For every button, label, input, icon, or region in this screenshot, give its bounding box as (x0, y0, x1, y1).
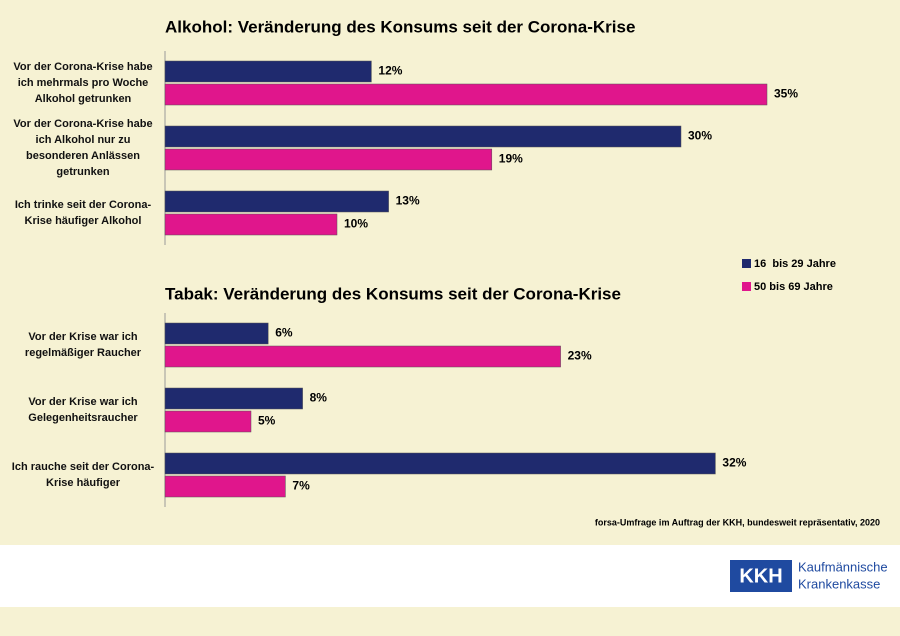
logo-box (730, 560, 792, 592)
logo-text: Krankenkasse (798, 576, 880, 591)
chart-title: Alkohol: Veränderung des Konsums seit de… (165, 17, 635, 36)
legend-swatch (742, 282, 751, 291)
bar (164, 190, 389, 213)
legend-label: 50 bis 69 Jahre (754, 281, 833, 293)
legend-swatch (742, 259, 751, 268)
category-label: Vor der Corona-Krise habe ich Alkohol nu… (13, 118, 153, 178)
value-label: 32% (722, 456, 746, 470)
bar (164, 148, 493, 171)
category-label: Vor der Corona-Krise habe ich mehrmals p… (13, 61, 153, 105)
bar (164, 60, 372, 83)
bar (164, 387, 303, 410)
category-label: Ich rauche seit der Corona-Krise häufige… (11, 461, 155, 489)
bar (164, 322, 269, 345)
chart-title: Tabak: Veränderung des Konsums seit der … (165, 284, 621, 303)
value-label: 6% (275, 326, 293, 340)
bar (164, 213, 338, 236)
logo-text: Kaufmännische (798, 559, 888, 574)
logo-abbr: KKH (739, 565, 782, 587)
value-label: 35% (774, 87, 798, 101)
value-label: 10% (344, 217, 368, 231)
value-label: 19% (499, 152, 523, 166)
bar (164, 452, 716, 475)
bar (164, 83, 768, 106)
value-label: 8% (310, 391, 328, 405)
source: forsa-Umfrage im Auftrag der KKH, bundes… (595, 517, 880, 527)
value-label: 7% (292, 479, 310, 493)
value-label: 13% (396, 194, 420, 208)
bar (164, 475, 286, 498)
bar (164, 410, 252, 433)
legend-label: 16 bis 29 Jahre (754, 258, 836, 270)
category-label: Vor der Krise war ich Gelegenheitsrauche… (28, 396, 138, 424)
category-label: Vor der Krise war ich regelmäßiger Rauch… (24, 331, 142, 359)
value-label: 23% (568, 349, 592, 363)
value-label: 12% (378, 64, 402, 78)
bar (164, 125, 682, 148)
bar (164, 345, 561, 368)
value-label: 30% (688, 129, 712, 143)
category-label: Ich trinke seit der Corona-Krise häufige… (14, 199, 152, 227)
value-label: 5% (258, 414, 276, 428)
